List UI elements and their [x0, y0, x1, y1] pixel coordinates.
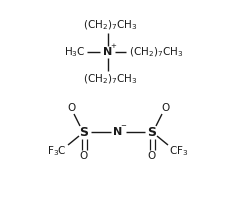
Text: N: N [103, 47, 113, 57]
Text: O: O [67, 103, 75, 113]
Text: S: S [79, 126, 89, 138]
Text: F$_3$C: F$_3$C [47, 144, 67, 158]
Text: +: + [111, 44, 116, 49]
Text: O: O [148, 151, 156, 161]
Text: −: − [120, 123, 126, 130]
Text: O: O [80, 151, 88, 161]
Text: (CH$_2$)$_7$CH$_3$: (CH$_2$)$_7$CH$_3$ [129, 45, 183, 59]
Text: H$_3$C: H$_3$C [64, 45, 86, 59]
Text: (CH$_2$)$_7$CH$_3$: (CH$_2$)$_7$CH$_3$ [83, 72, 137, 86]
Text: CF$_3$: CF$_3$ [169, 144, 189, 158]
Text: O: O [161, 103, 169, 113]
Text: N: N [113, 127, 123, 137]
Text: S: S [148, 126, 156, 138]
Text: (CH$_2$)$_7$CH$_3$: (CH$_2$)$_7$CH$_3$ [83, 18, 137, 32]
